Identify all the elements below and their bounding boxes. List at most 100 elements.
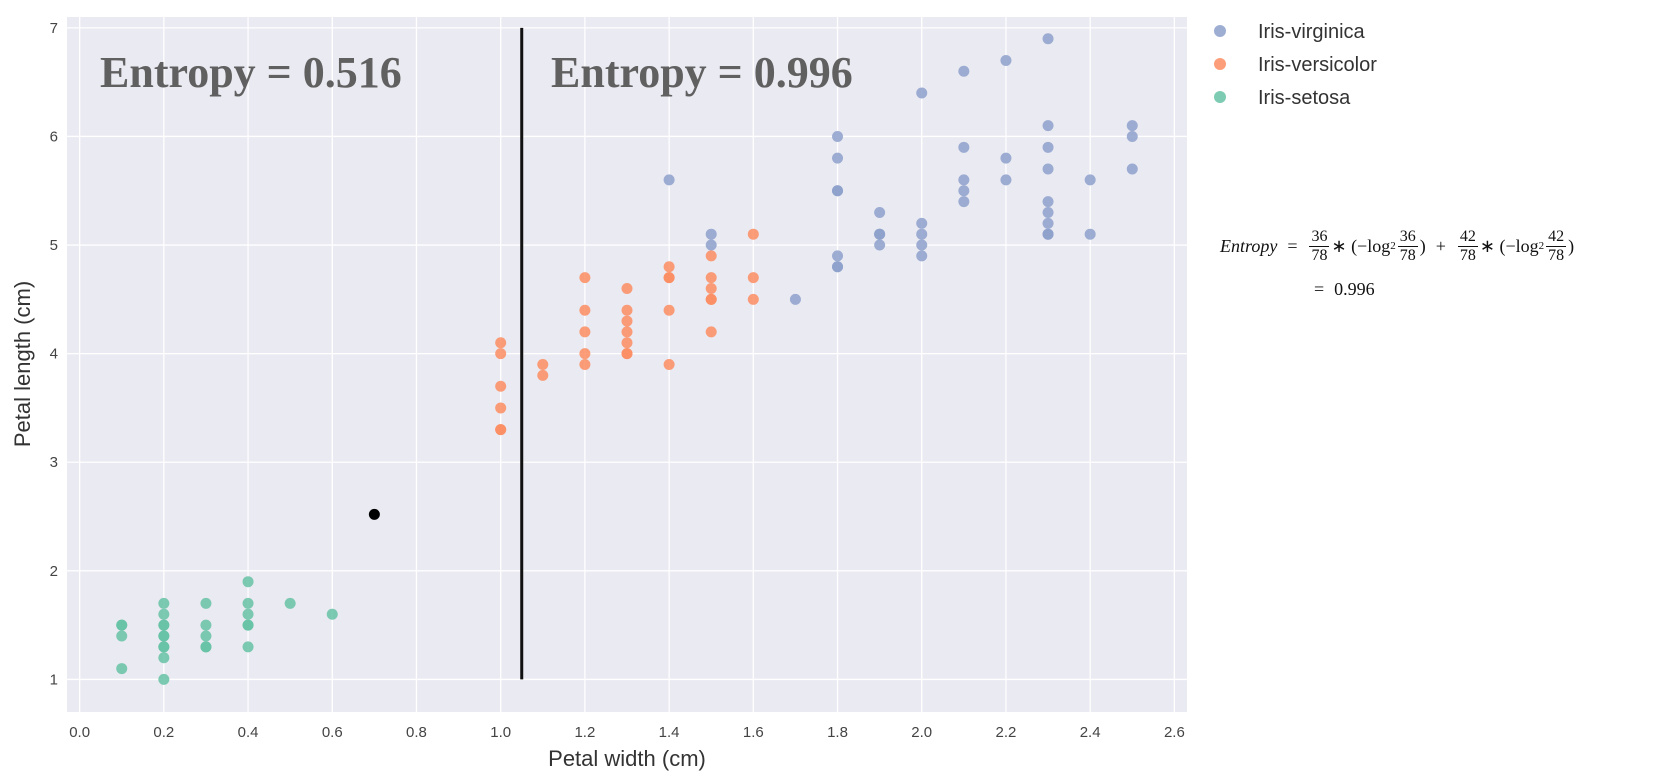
term1-inner-fraction: 36 78 [1397, 227, 1418, 265]
term2-numerator: 42 [1457, 227, 1478, 247]
x-tick-label: 2.4 [1080, 724, 1101, 741]
point-setosa [242, 597, 254, 609]
formula-result: 0.996 [1334, 278, 1375, 299]
term1-inner-numerator: 36 [1397, 227, 1418, 247]
point-virginica [958, 185, 970, 197]
right-entropy-annotation: Entropy = 0.996 [551, 48, 853, 97]
point-virginica [1000, 152, 1012, 164]
y-axis-label: Petal length (cm) [10, 281, 35, 447]
legend-marker-virginica [1214, 25, 1226, 37]
term1-fraction: 36 78 [1309, 227, 1330, 265]
data-points [116, 33, 1138, 685]
point-setosa [200, 619, 212, 631]
point-virginica [1042, 141, 1054, 153]
point-versicolor [579, 272, 591, 284]
point-setosa [158, 673, 170, 685]
term2-close-paren: ) [1568, 235, 1575, 256]
point-setosa [200, 630, 212, 642]
formula-equals: = [1287, 235, 1298, 256]
x-tick-label: 2.0 [911, 724, 932, 741]
point-setosa [158, 608, 170, 620]
point-virginica [916, 239, 928, 251]
point-versicolor [705, 282, 717, 294]
x-tick-label: 1.2 [574, 724, 595, 741]
point-virginica [916, 217, 928, 229]
point-virginica [705, 228, 717, 240]
term1-numerator: 36 [1309, 227, 1330, 247]
term2-log: ∗ (−log [1479, 235, 1539, 256]
term2-log-base: 2 [1538, 240, 1545, 252]
point-virginica [1042, 120, 1054, 132]
left-entropy-annotation: Entropy = 0.516 [100, 48, 402, 97]
plot-area [67, 17, 1187, 712]
point-virginica [958, 196, 970, 208]
point-virginica [874, 206, 886, 218]
point-versicolor [579, 348, 591, 360]
point-setosa [158, 597, 170, 609]
x-axis-label: Petal width (cm) [548, 746, 706, 771]
point-versicolor [537, 359, 549, 370]
point-setosa [158, 630, 170, 642]
x-tick-label: 0.6 [322, 724, 343, 741]
point-virginica [1084, 174, 1096, 186]
entropy-formula: Entropy = 36 78 ∗ (−log 2 36 78 ) + 42 78… [1220, 224, 1574, 306]
y-tick-labels: 1 2 3 4 5 6 7 [50, 20, 58, 689]
point-versicolor [621, 315, 633, 327]
point-versicolor [621, 304, 633, 316]
point-virginica [1042, 33, 1054, 45]
point-versicolor [705, 293, 717, 305]
point-setosa [158, 619, 170, 631]
point-versicolor [705, 250, 717, 262]
point-versicolor [621, 282, 633, 294]
point-virginica [705, 239, 717, 251]
point-versicolor [579, 304, 591, 316]
point-versicolor [495, 348, 507, 360]
point-virginica [916, 228, 928, 240]
point-versicolor [495, 424, 507, 436]
point-virginica [874, 239, 886, 251]
point-versicolor [579, 326, 591, 338]
term2-inner-numerator: 42 [1546, 227, 1567, 247]
x-tick-label: 0.2 [153, 724, 174, 741]
legend: Iris-virginica Iris-versicolor Iris-seto… [1214, 21, 1377, 109]
point-setosa [158, 652, 170, 664]
formula-plus: + [1435, 235, 1446, 256]
point-virginica [1000, 54, 1012, 66]
point-setosa [200, 597, 212, 609]
point-virginica [832, 185, 844, 197]
highlight-point [368, 508, 380, 520]
term1-denominator: 78 [1311, 246, 1328, 264]
point-versicolor [537, 369, 549, 381]
point-virginica [1042, 196, 1054, 208]
term2-inner-denominator: 78 [1548, 246, 1565, 264]
point-versicolor [747, 228, 759, 240]
point-virginica [1126, 120, 1138, 132]
x-tick-label: 2.2 [996, 724, 1017, 741]
point-virginica [789, 293, 801, 305]
formula-lhs: Entropy [1220, 235, 1278, 256]
formula-line-1: Entropy = 36 78 ∗ (−log 2 36 78 ) + 42 78… [1220, 224, 1574, 268]
x-tick-label: 1.4 [659, 724, 680, 741]
point-virginica [1042, 228, 1054, 240]
formula-line-2: = 0.996 [1220, 272, 1574, 306]
y-tick-label: 7 [50, 20, 58, 37]
point-versicolor [579, 359, 591, 370]
point-virginica [916, 250, 928, 262]
point-setosa [242, 608, 254, 620]
term2-denominator: 78 [1459, 246, 1476, 264]
x-tick-label: 1.0 [490, 724, 511, 741]
x-tick-label: 0.8 [406, 724, 427, 741]
point-setosa [116, 619, 128, 631]
x-tick-labels: 0.0 0.2 0.4 0.6 0.8 1.0 1.2 1.4 1.6 1.8 2.0 2.2 2.4 2… [69, 724, 1185, 741]
point-versicolor [621, 337, 633, 349]
point-setosa [242, 576, 254, 588]
legend-label-virginica: Iris-virginica [1258, 21, 1366, 43]
point-virginica [1042, 217, 1054, 229]
point-virginica [663, 174, 675, 186]
point-versicolor [747, 293, 759, 305]
point-versicolor [495, 337, 507, 349]
term1-inner-denominator: 78 [1399, 246, 1416, 264]
point-virginica [1126, 130, 1138, 142]
point-virginica [1084, 228, 1096, 240]
formula-result-equals: = [1314, 278, 1325, 299]
